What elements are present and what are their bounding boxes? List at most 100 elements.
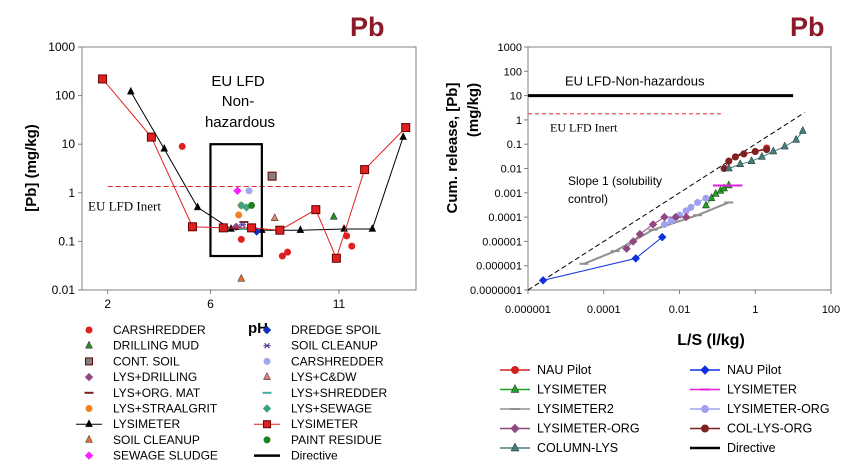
left-point-4 [239,221,249,224]
right-x-tick-label: 100 [822,304,840,316]
left-legend-label-14: LYS+SEWAGE [291,402,372,416]
right-legend-marker-1 [700,365,710,375]
left-box-label-line2: Non- [222,93,255,110]
left-y-tick-label: 100 [55,89,75,103]
right-point-1 [631,254,640,263]
left-legend-label-3: LYS+DRILLING [113,370,197,384]
left-legend-marker-1 [85,340,93,349]
right-y-tick-label: 0.01 [501,164,522,176]
right-point-2 [707,193,716,201]
right-legend-label-4: LYSIMETER2 [537,402,614,416]
right-legend-marker-7 [701,424,709,433]
left-legend-marker-10 [263,342,271,349]
left-legend-marker-9 [262,325,272,335]
right-point-8 [758,151,766,160]
left-legend-label-12: LYS+C&DW [291,370,357,384]
left-chart-title: Pb [350,12,385,42]
left-nonhazardous-box [209,143,263,258]
left-legend-marker-6 [85,419,93,427]
left-point-13 [239,227,249,230]
right-legend-marker-2 [510,383,520,393]
left-point-6 [160,143,169,152]
left-x-tick-label: 2 [104,297,111,311]
left-series-line-15 [102,78,407,260]
right-point-7 [763,146,771,154]
right-point-5 [694,198,702,206]
right-y-tick-label: 100 [504,66,522,78]
left-point-2 [267,171,277,181]
left-point-15 [275,225,285,235]
right-y-tick-label: 1000 [498,42,522,54]
right-x-tick-label: 0.01 [669,304,690,316]
right-y-tick-label: 0.00001 [482,236,522,248]
right-point-2 [702,200,710,209]
left-series-line-6 [130,91,404,231]
left-legend-marker-11 [263,357,271,365]
left-x-tick-label: 6 [207,297,214,311]
right-legend-marker-4 [510,408,520,410]
left-legend-marker-5 [85,405,93,412]
right-point-8 [792,134,801,143]
left-point-0 [284,248,292,256]
left-legend-label-9: DREDGE SPOIL [291,323,381,337]
right-y-tick-label: 0.001 [494,188,522,200]
left-legend-label-15: LYSIMETER [291,417,358,431]
left-legend-label-10: SOIL CLEANUP [291,339,378,353]
right-point-8 [798,125,807,134]
right-point-8 [780,141,789,150]
left-legend-label-6: LYSIMETER [113,417,180,431]
right-x-tick-label: 0.000001 [505,304,551,316]
left-y-tick-label: 1000 [48,40,75,54]
right-point-4 [693,214,703,217]
right-point-4 [579,262,589,265]
left-legend-label-7: SOIL CLEANUP [113,433,200,447]
left-legend-label-4: LYS+ORG. MAT [113,386,201,400]
left-plot-area [81,46,417,291]
right-legend-label-8: COLUMN-LYS [537,441,618,455]
left-point-0 [278,252,286,260]
right-slope-label-line2: control) [568,192,608,206]
right-point-6 [660,212,669,222]
left-legend-marker-12 [263,372,271,380]
right-x-tick-label: 1 [752,304,758,316]
left-point-7 [237,273,246,282]
left-point-15 [218,223,228,233]
left-y-tick-label: 1 [68,186,75,200]
right-legend-marker-6 [510,423,520,434]
left-point-0 [237,235,245,243]
left-point-5 [235,211,243,219]
right-point-7 [751,148,759,156]
left-point-15 [331,253,341,263]
right-point-1 [658,232,667,242]
left-legend-marker-13 [262,391,272,394]
right-y-axis-label-line1: Cum. release, [Pb] [444,83,461,214]
right-point-8 [736,159,745,167]
right-point-5 [667,217,675,225]
right-legend-label-2: LYSIMETER [537,383,607,397]
left-point-6 [368,223,377,232]
right-legend-marker-8 [510,442,520,452]
left-legend-marker-10-c [264,342,270,349]
left-point-15 [146,132,156,142]
right-point-6 [681,212,691,222]
right-legend-marker-0 [511,366,519,374]
right-x-tick-label: 0.0001 [587,304,621,316]
left-point-10-c [239,221,246,228]
right-point-6 [671,212,681,222]
right-plot: 0.0000001 0.000001 0.00001 0.0001 0.001 0.01 0… [470,42,840,316]
left-point-15 [187,222,197,232]
right-point-5 [687,203,695,211]
right-y-tick-label: 0.0001 [488,212,522,224]
left-box-label-line3: hazardous [205,114,275,131]
left-legend-marker-4 [84,391,94,394]
left-plot: 0.01 0.1 1 10 100 1000 2 6 11 EU LFD Inert EU LFD N… [48,40,411,311]
right-legend-marker-3 [700,388,710,391]
right-point-6 [622,244,631,253]
right-point-5 [660,220,668,228]
left-point-6 [193,202,202,211]
right-point-5 [702,194,710,202]
left-point-15 [401,123,411,133]
right-legend-marker-5 [701,405,709,413]
left-inert-label: EU LFD Inert [88,198,161,213]
